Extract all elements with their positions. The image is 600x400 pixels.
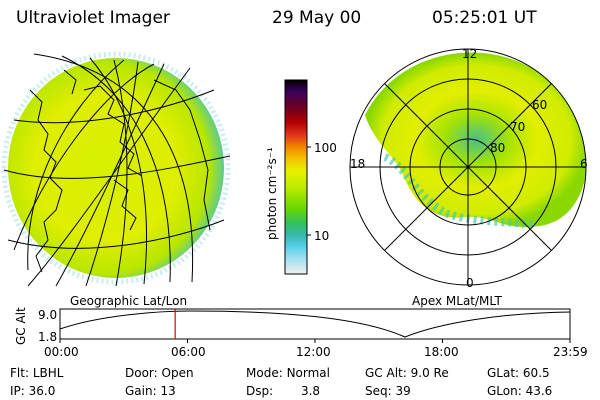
mode-value: Normal bbox=[286, 366, 330, 380]
door-label: Door: bbox=[125, 366, 158, 380]
dsp-label: Dsp: bbox=[246, 384, 274, 398]
gain-value: 13 bbox=[160, 384, 176, 398]
colorbar-tick-10: 10 bbox=[314, 229, 330, 243]
door-value: Open bbox=[161, 366, 194, 380]
seq-label: Seq: bbox=[365, 384, 392, 398]
lat-label-60: 60 bbox=[532, 98, 548, 112]
ip-label: IP: bbox=[10, 384, 25, 398]
lat-label-80: 80 bbox=[490, 141, 506, 155]
glat-value: 60.5 bbox=[522, 366, 550, 380]
glon-value: 43.6 bbox=[525, 384, 553, 398]
flt-value: LBHL bbox=[32, 366, 64, 380]
mlt-label-6: 6 bbox=[580, 157, 588, 171]
timeline-ymax: 9.0 bbox=[38, 308, 58, 322]
flt-label: Flt: bbox=[10, 366, 29, 380]
status-mode: Mode: Normal bbox=[246, 366, 330, 380]
mode-label: Mode: bbox=[246, 366, 283, 380]
gain-label: Gain: bbox=[125, 384, 157, 398]
timeline-tick-1: 06:00 bbox=[171, 345, 206, 359]
colorbar-tick-100: 100 bbox=[314, 141, 337, 155]
apex-panel-label: Apex MLat/MLT bbox=[412, 294, 502, 308]
status-gcalt: GC Alt: 9.0 Re bbox=[365, 366, 449, 380]
status-dsp: Dsp: 3.8 bbox=[246, 384, 320, 398]
geo-halo bbox=[1, 51, 231, 285]
status-gain: Gain: 13 bbox=[125, 384, 176, 398]
time-label: 05:25:01 UT bbox=[432, 8, 537, 28]
status-ip: IP: 36.0 bbox=[10, 384, 55, 398]
altitude-curve bbox=[59, 310, 571, 338]
mlt-label-18: 18 bbox=[350, 157, 366, 171]
date-label: 29 May 00 bbox=[272, 8, 362, 28]
gcalt-value: 9.0 Re bbox=[410, 366, 449, 380]
mlt-label-12: 12 bbox=[462, 47, 478, 61]
geographic-image bbox=[1, 51, 231, 287]
status-door: Door: Open bbox=[125, 366, 194, 380]
mlt-label-0: 0 bbox=[466, 276, 474, 290]
status-flt: Flt: LBHL bbox=[10, 366, 63, 380]
lat-label-70: 70 bbox=[510, 120, 526, 134]
colorbar bbox=[284, 79, 311, 275]
status-glon: GLon: 43.6 bbox=[487, 384, 552, 398]
timeline-tick-4: 23:59 bbox=[553, 345, 588, 359]
geographic-panel-label: Geographic Lat/Lon bbox=[70, 294, 188, 308]
glat-label: GLat: bbox=[487, 366, 520, 380]
app-title: Ultraviolet Imager bbox=[16, 8, 170, 28]
timeline-tick-0: 00:00 bbox=[44, 345, 79, 359]
timeline-ymin: 1.8 bbox=[38, 330, 58, 344]
gcalt-label: GC Alt: bbox=[365, 366, 407, 380]
glon-label: GLon: bbox=[487, 384, 522, 398]
status-glat: GLat: 60.5 bbox=[487, 366, 550, 380]
geo-grid bbox=[3, 53, 231, 287]
coastlines bbox=[29, 69, 211, 273]
orbit-timeline bbox=[59, 308, 571, 343]
colorbar-unit-label: photon cm⁻²s⁻¹ bbox=[265, 147, 279, 240]
timeline-axis-label: GC Alt bbox=[14, 307, 28, 345]
polar-plot bbox=[349, 48, 587, 286]
timeline-tick-3: 18:00 bbox=[424, 345, 459, 359]
ip-value: 36.0 bbox=[28, 384, 56, 398]
status-seq: Seq: 39 bbox=[365, 384, 411, 398]
seq-value: 39 bbox=[395, 384, 411, 398]
dsp-value: 3.8 bbox=[300, 384, 321, 398]
timeline-tick-2: 12:00 bbox=[296, 345, 331, 359]
